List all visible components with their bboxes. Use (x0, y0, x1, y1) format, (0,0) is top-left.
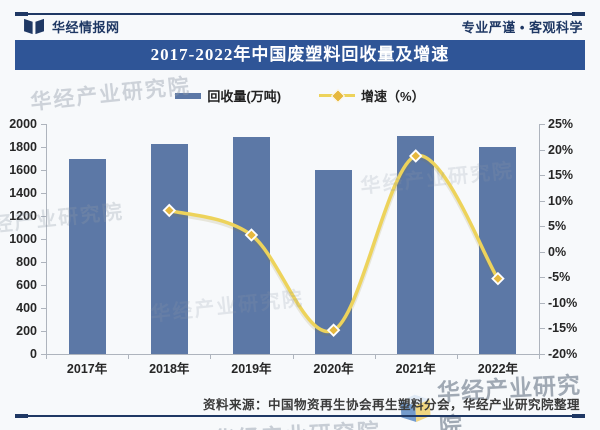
top-rule-left-cap (15, 12, 28, 16)
bar (68, 159, 106, 354)
bar (479, 147, 517, 354)
y2-axis-tick-label: 25% (548, 117, 574, 131)
y2-axis-tick-label: 5% (548, 219, 567, 234)
line-series-swatch (319, 88, 356, 104)
y-axis-tick-label: 2000 (9, 117, 37, 131)
bar (315, 170, 353, 354)
y-axis-tick (41, 124, 46, 125)
y2-axis-tick (540, 175, 545, 177)
y2-axis-tick (540, 226, 545, 228)
y-axis-tick-label: 600 (16, 278, 37, 292)
y2-axis-tick-label: 0% (548, 244, 567, 259)
bottom-rule-left-cap (15, 414, 28, 418)
y-axis-tick-label: 1400 (9, 186, 37, 200)
y-axis-tick-label: 1600 (9, 163, 37, 177)
y2-axis-tick (540, 354, 545, 355)
y-axis-right (539, 124, 540, 354)
x-axis-category-label: 2017年 (66, 362, 108, 376)
y-axis-tick-label: 1200 (9, 209, 37, 223)
y2-axis-tick-label: -10% (548, 295, 578, 310)
y-axis-tick-label: 1000 (9, 232, 37, 246)
y2-axis-tick-label: 10% (548, 193, 574, 208)
y-axis-tick (41, 308, 46, 309)
bottom-rule (15, 415, 585, 417)
y-axis-tick-label: 800 (16, 255, 37, 269)
y-axis-tick (41, 147, 46, 148)
legend: 回收量(万吨) 增速（%） (0, 86, 600, 105)
x-axis-category-label: 2021年 (395, 362, 436, 376)
y2-axis-tick (540, 124, 545, 125)
x-axis-tick (292, 355, 294, 359)
y2-axis-tick-label: 20% (548, 142, 574, 157)
y2-axis-tick (540, 277, 545, 279)
y2-axis-tick (540, 200, 545, 202)
brand-name: 华经情报网 (52, 20, 120, 35)
x-axis-tick (374, 355, 376, 359)
brand-logo-icon (24, 18, 44, 35)
bar (150, 143, 188, 354)
y2-axis-tick (540, 302, 545, 304)
x-axis-category-label: 2020年 (313, 362, 354, 376)
y-axis-tick-label: 0 (30, 347, 37, 361)
y2-axis-tick-label: -15% (548, 321, 578, 336)
y-axis-tick (41, 216, 46, 217)
bar (232, 136, 270, 354)
legend-item-recycle-volume: 回收量(万吨) (175, 86, 281, 105)
y-axis-tick-label: 1800 (9, 140, 37, 154)
x-axis-category-label: 2019年 (231, 362, 272, 376)
y2-axis-tick-label: -5% (548, 270, 571, 285)
y-axis-tick (41, 331, 46, 332)
y-axis-tick (41, 262, 46, 263)
legend-line-label: 增速（%） (361, 89, 425, 104)
y2-axis-tick (540, 328, 545, 330)
y2-axis-tick (540, 251, 545, 253)
legend-bar-label: 回收量(万吨) (207, 89, 282, 104)
header-slogan: 专业严谨 • 客观科学 (461, 20, 583, 35)
y-axis-tick (41, 285, 46, 286)
x-axis-category-label: 2018年 (149, 362, 190, 376)
y2-axis-tick (540, 149, 545, 151)
x-axis-tick (46, 355, 47, 359)
bottom-rule-right-cap (572, 414, 585, 418)
x-axis-tick (456, 355, 458, 359)
y-axis-left (46, 124, 47, 354)
y2-axis-tick-label: 15% (548, 168, 574, 183)
y-axis-tick (41, 239, 46, 240)
x-axis-category-label: 2022年 (477, 362, 519, 376)
legend-item-growth-rate: 增速（%） (319, 86, 425, 105)
bar-series-swatch (175, 92, 202, 99)
diamond-marker-icon (330, 88, 346, 104)
y-axis-tick (41, 170, 46, 171)
source-note: 资料来源：中国物资再生协会再生塑料分会，华经产业研究院整理 (202, 398, 580, 412)
x-axis (46, 354, 540, 355)
y-axis-tick (41, 193, 46, 194)
y2-axis-tick-label: -20% (548, 347, 578, 361)
y-axis-tick (41, 354, 46, 355)
y-axis-tick-label: 200 (16, 324, 37, 338)
bar (397, 135, 435, 354)
y-axis-tick-label: 400 (16, 301, 37, 315)
x-axis-tick (128, 355, 130, 359)
chart-title: 2017-2022年中国废塑料回收量及增速 (15, 40, 585, 70)
top-rule (15, 13, 585, 15)
x-axis-tick (539, 355, 540, 359)
x-axis-tick (210, 355, 212, 359)
top-rule-right-cap (572, 12, 585, 16)
